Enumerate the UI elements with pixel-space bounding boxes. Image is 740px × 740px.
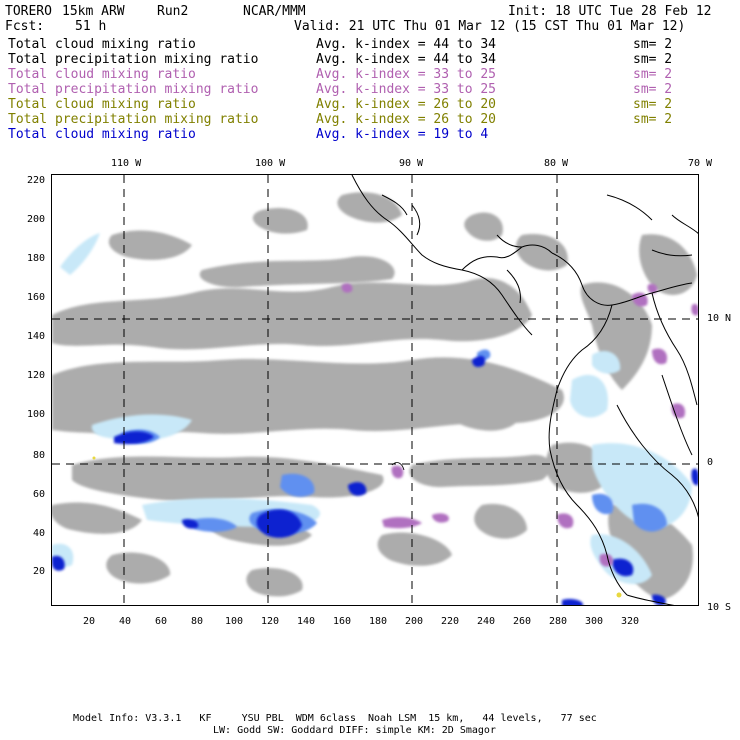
run-label: Run2 (157, 4, 189, 19)
valid-time: Valid: 21 UTC Thu 01 Mar 12 (15 CST Thu … (294, 19, 686, 34)
legend-smoothing: sm= 2 (633, 37, 673, 52)
legend-k-index: Avg. k-index = 26 to 20 (316, 112, 497, 127)
y-tick: 160 (27, 292, 46, 303)
legend-smoothing: sm= 2 (633, 82, 673, 97)
legend-k-index: Avg. k-index = 26 to 20 (316, 97, 497, 112)
x-tick: 280 (549, 616, 568, 627)
x-tick: 180 (369, 616, 388, 627)
legend-smoothing: sm= 2 (633, 52, 673, 67)
y-tick: 60 (33, 489, 46, 500)
legend-k-index: Avg. k-index = 44 to 34 (316, 52, 497, 67)
init-time: Init: 18 UTC Tue 28 Feb 12 (508, 4, 712, 19)
y-tick: 80 (33, 450, 46, 461)
x-tick: 300 (585, 616, 604, 627)
y-tick: 120 (27, 370, 46, 381)
lon-label-90w: 90 W (399, 158, 424, 169)
legend-smoothing: sm= 2 (633, 112, 673, 127)
legend-field-name: Total cloud mixing ratio (8, 37, 196, 52)
x-tick: 240 (477, 616, 496, 627)
lon-label-110w: 110 W (111, 158, 142, 169)
lat-label-0: 0 (707, 457, 714, 468)
map-panel (51, 174, 699, 606)
y-tick: 220 (27, 175, 46, 186)
precip-light-blue (52, 233, 692, 585)
x-tick: 20 (83, 616, 96, 627)
forecast-label: Fcst: (5, 19, 45, 34)
legend-k-index: Avg. k-index = 33 to 25 (316, 67, 497, 82)
map-canvas (52, 175, 698, 605)
forecast-hours: 51 h (75, 19, 107, 34)
lat-label-10n: 10 N (707, 313, 732, 324)
legend-field-name: Total precipitation mixing ratio (8, 112, 259, 127)
legend-k-index: Avg. k-index = 44 to 34 (316, 37, 497, 52)
legend-k-index: Avg. k-index = 19 to 4 (316, 127, 489, 142)
coastlines (351, 175, 698, 605)
legend-field-name: Total precipitation mixing ratio (8, 52, 259, 67)
y-tick: 200 (27, 214, 46, 225)
x-tick: 120 (261, 616, 280, 627)
lat-label-10s: 10 S (707, 602, 732, 613)
y-tick: 100 (27, 409, 46, 420)
x-tick: 40 (119, 616, 132, 627)
x-tick: 60 (155, 616, 168, 627)
legend-field-name: Total cloud mixing ratio (8, 97, 196, 112)
legend-field-name: Total precipitation mixing ratio (8, 82, 259, 97)
lon-label-100w: 100 W (255, 158, 286, 169)
y-tick: 40 (33, 528, 46, 539)
y-tick: 20 (33, 566, 46, 577)
x-tick: 320 (621, 616, 640, 627)
precip-yellow (92, 456, 622, 598)
x-tick: 220 (441, 616, 460, 627)
x-tick: 260 (513, 616, 532, 627)
org-label: NCAR/MMM (243, 4, 306, 19)
model-name: TORERO (5, 4, 52, 19)
lat-lon-grid (52, 175, 698, 605)
model-info-line1: Model Info: V3.3.1 KF YSU PBL WDM 6class… (73, 713, 597, 724)
legend-smoothing: sm= 2 (633, 97, 673, 112)
y-tick: 140 (27, 331, 46, 342)
x-tick: 80 (191, 616, 204, 627)
legend-field-name: Total cloud mixing ratio (8, 127, 196, 142)
model-info-line2: LW: Godd SW: Goddard DIFF: simple KM: 2D… (213, 725, 496, 736)
x-tick: 100 (225, 616, 244, 627)
lon-label-70w: 70 W (688, 158, 713, 169)
model-resolution: 15km ARW (62, 4, 125, 19)
lon-label-80w: 80 W (544, 158, 569, 169)
x-tick: 160 (333, 616, 352, 627)
y-tick: 180 (27, 253, 46, 264)
legend-smoothing: sm= 2 (633, 67, 673, 82)
legend-k-index: Avg. k-index = 33 to 25 (316, 82, 497, 97)
x-tick: 140 (297, 616, 316, 627)
x-tick: 200 (405, 616, 424, 627)
legend-field-name: Total cloud mixing ratio (8, 67, 196, 82)
